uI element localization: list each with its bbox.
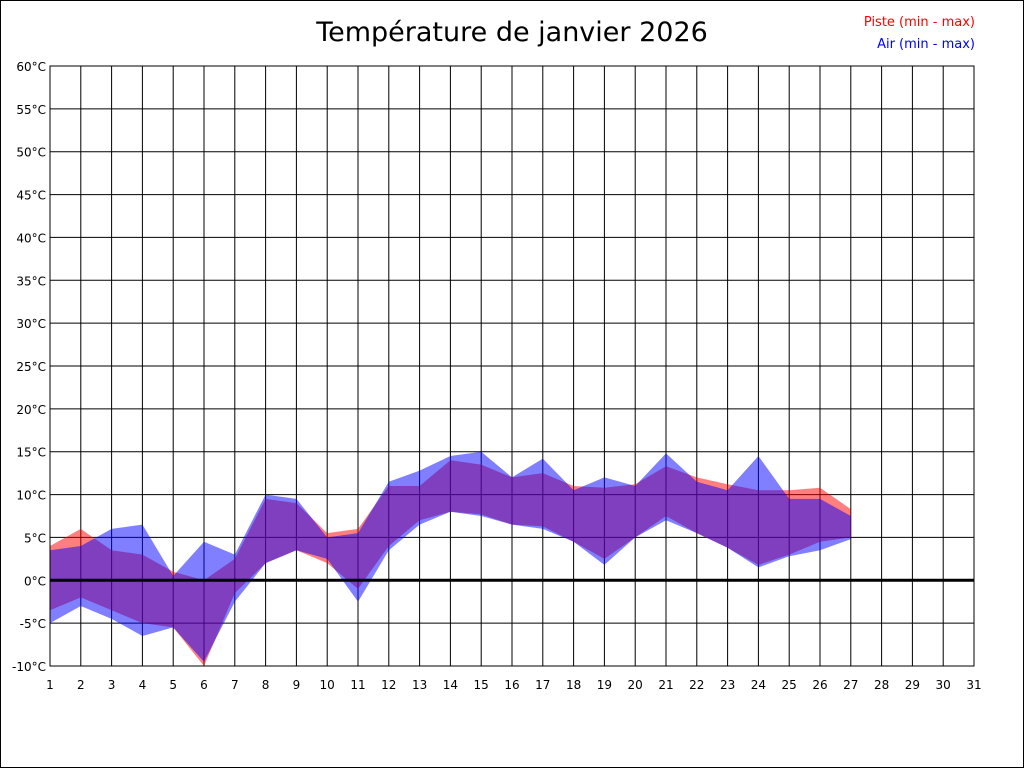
x-tick-label: 9 xyxy=(293,678,301,692)
x-tick-label: 22 xyxy=(689,678,704,692)
y-tick-label: 30°C xyxy=(16,317,46,331)
x-tick-label: 30 xyxy=(936,678,951,692)
x-tick-label: 6 xyxy=(200,678,208,692)
x-tick-label: 26 xyxy=(812,678,827,692)
x-tick-label: 17 xyxy=(535,678,550,692)
x-tick-label: 18 xyxy=(566,678,581,692)
x-tick-label: 11 xyxy=(350,678,365,692)
x-tick-label: 7 xyxy=(231,678,239,692)
y-tick-label: -5°C xyxy=(20,617,46,631)
legend-piste: Piste (min - max) xyxy=(863,15,975,30)
x-tick-label: 14 xyxy=(443,678,458,692)
x-tick-label: 25 xyxy=(782,678,797,692)
y-tick-label: 40°C xyxy=(16,231,46,245)
x-tick-label: 20 xyxy=(628,678,643,692)
x-tick-label: 13 xyxy=(412,678,427,692)
y-tick-label: 60°C xyxy=(16,60,46,74)
y-tick-label: 5°C xyxy=(24,531,46,545)
x-tick-label: 5 xyxy=(169,678,177,692)
y-tick-label: -10°C xyxy=(12,660,46,674)
y-tick-label: 35°C xyxy=(16,274,46,288)
legend-air: Air (min - max) xyxy=(877,37,975,52)
chart-title: Température de janvier 2026 xyxy=(316,17,708,48)
x-tick-label: 4 xyxy=(139,678,147,692)
y-tick-label: 25°C xyxy=(16,360,46,374)
x-tick-label: 21 xyxy=(658,678,673,692)
x-tick-label: 15 xyxy=(474,678,489,692)
x-tick-label: 1 xyxy=(46,678,54,692)
x-tick-label: 16 xyxy=(504,678,519,692)
x-tick-label: 10 xyxy=(320,678,335,692)
y-tick-label: 45°C xyxy=(16,189,46,203)
x-tick-label: 29 xyxy=(905,678,920,692)
x-tick-label: 27 xyxy=(843,678,858,692)
y-tick-label: 0°C xyxy=(24,574,46,588)
y-tick-label: 10°C xyxy=(16,489,46,503)
y-tick-label: 15°C xyxy=(16,446,46,460)
axis-labels: 1 2 3 4 5 6 7 8 9 10 11 12 13 14 15 16 17 18 19 20 21 22 23 24 2… xyxy=(12,60,982,692)
x-tick-label: 31 xyxy=(966,678,981,692)
x-tick-label: 12 xyxy=(381,678,396,692)
x-tick-label: 19 xyxy=(597,678,612,692)
x-tick-label: 8 xyxy=(262,678,270,692)
y-tick-label: 20°C xyxy=(16,403,46,417)
y-tick-label: 55°C xyxy=(16,103,46,117)
zero-line-layer xyxy=(49,65,975,667)
air-band xyxy=(50,451,851,662)
x-tick-label: 2 xyxy=(77,678,85,692)
x-tick-label: 3 xyxy=(108,678,116,692)
x-tick-label: 23 xyxy=(720,678,735,692)
x-tick-label: 28 xyxy=(874,678,889,692)
y-tick-label: 50°C xyxy=(16,146,46,160)
plot-border xyxy=(49,65,975,667)
x-tick-label: 24 xyxy=(751,678,766,692)
series-bands xyxy=(50,451,851,666)
